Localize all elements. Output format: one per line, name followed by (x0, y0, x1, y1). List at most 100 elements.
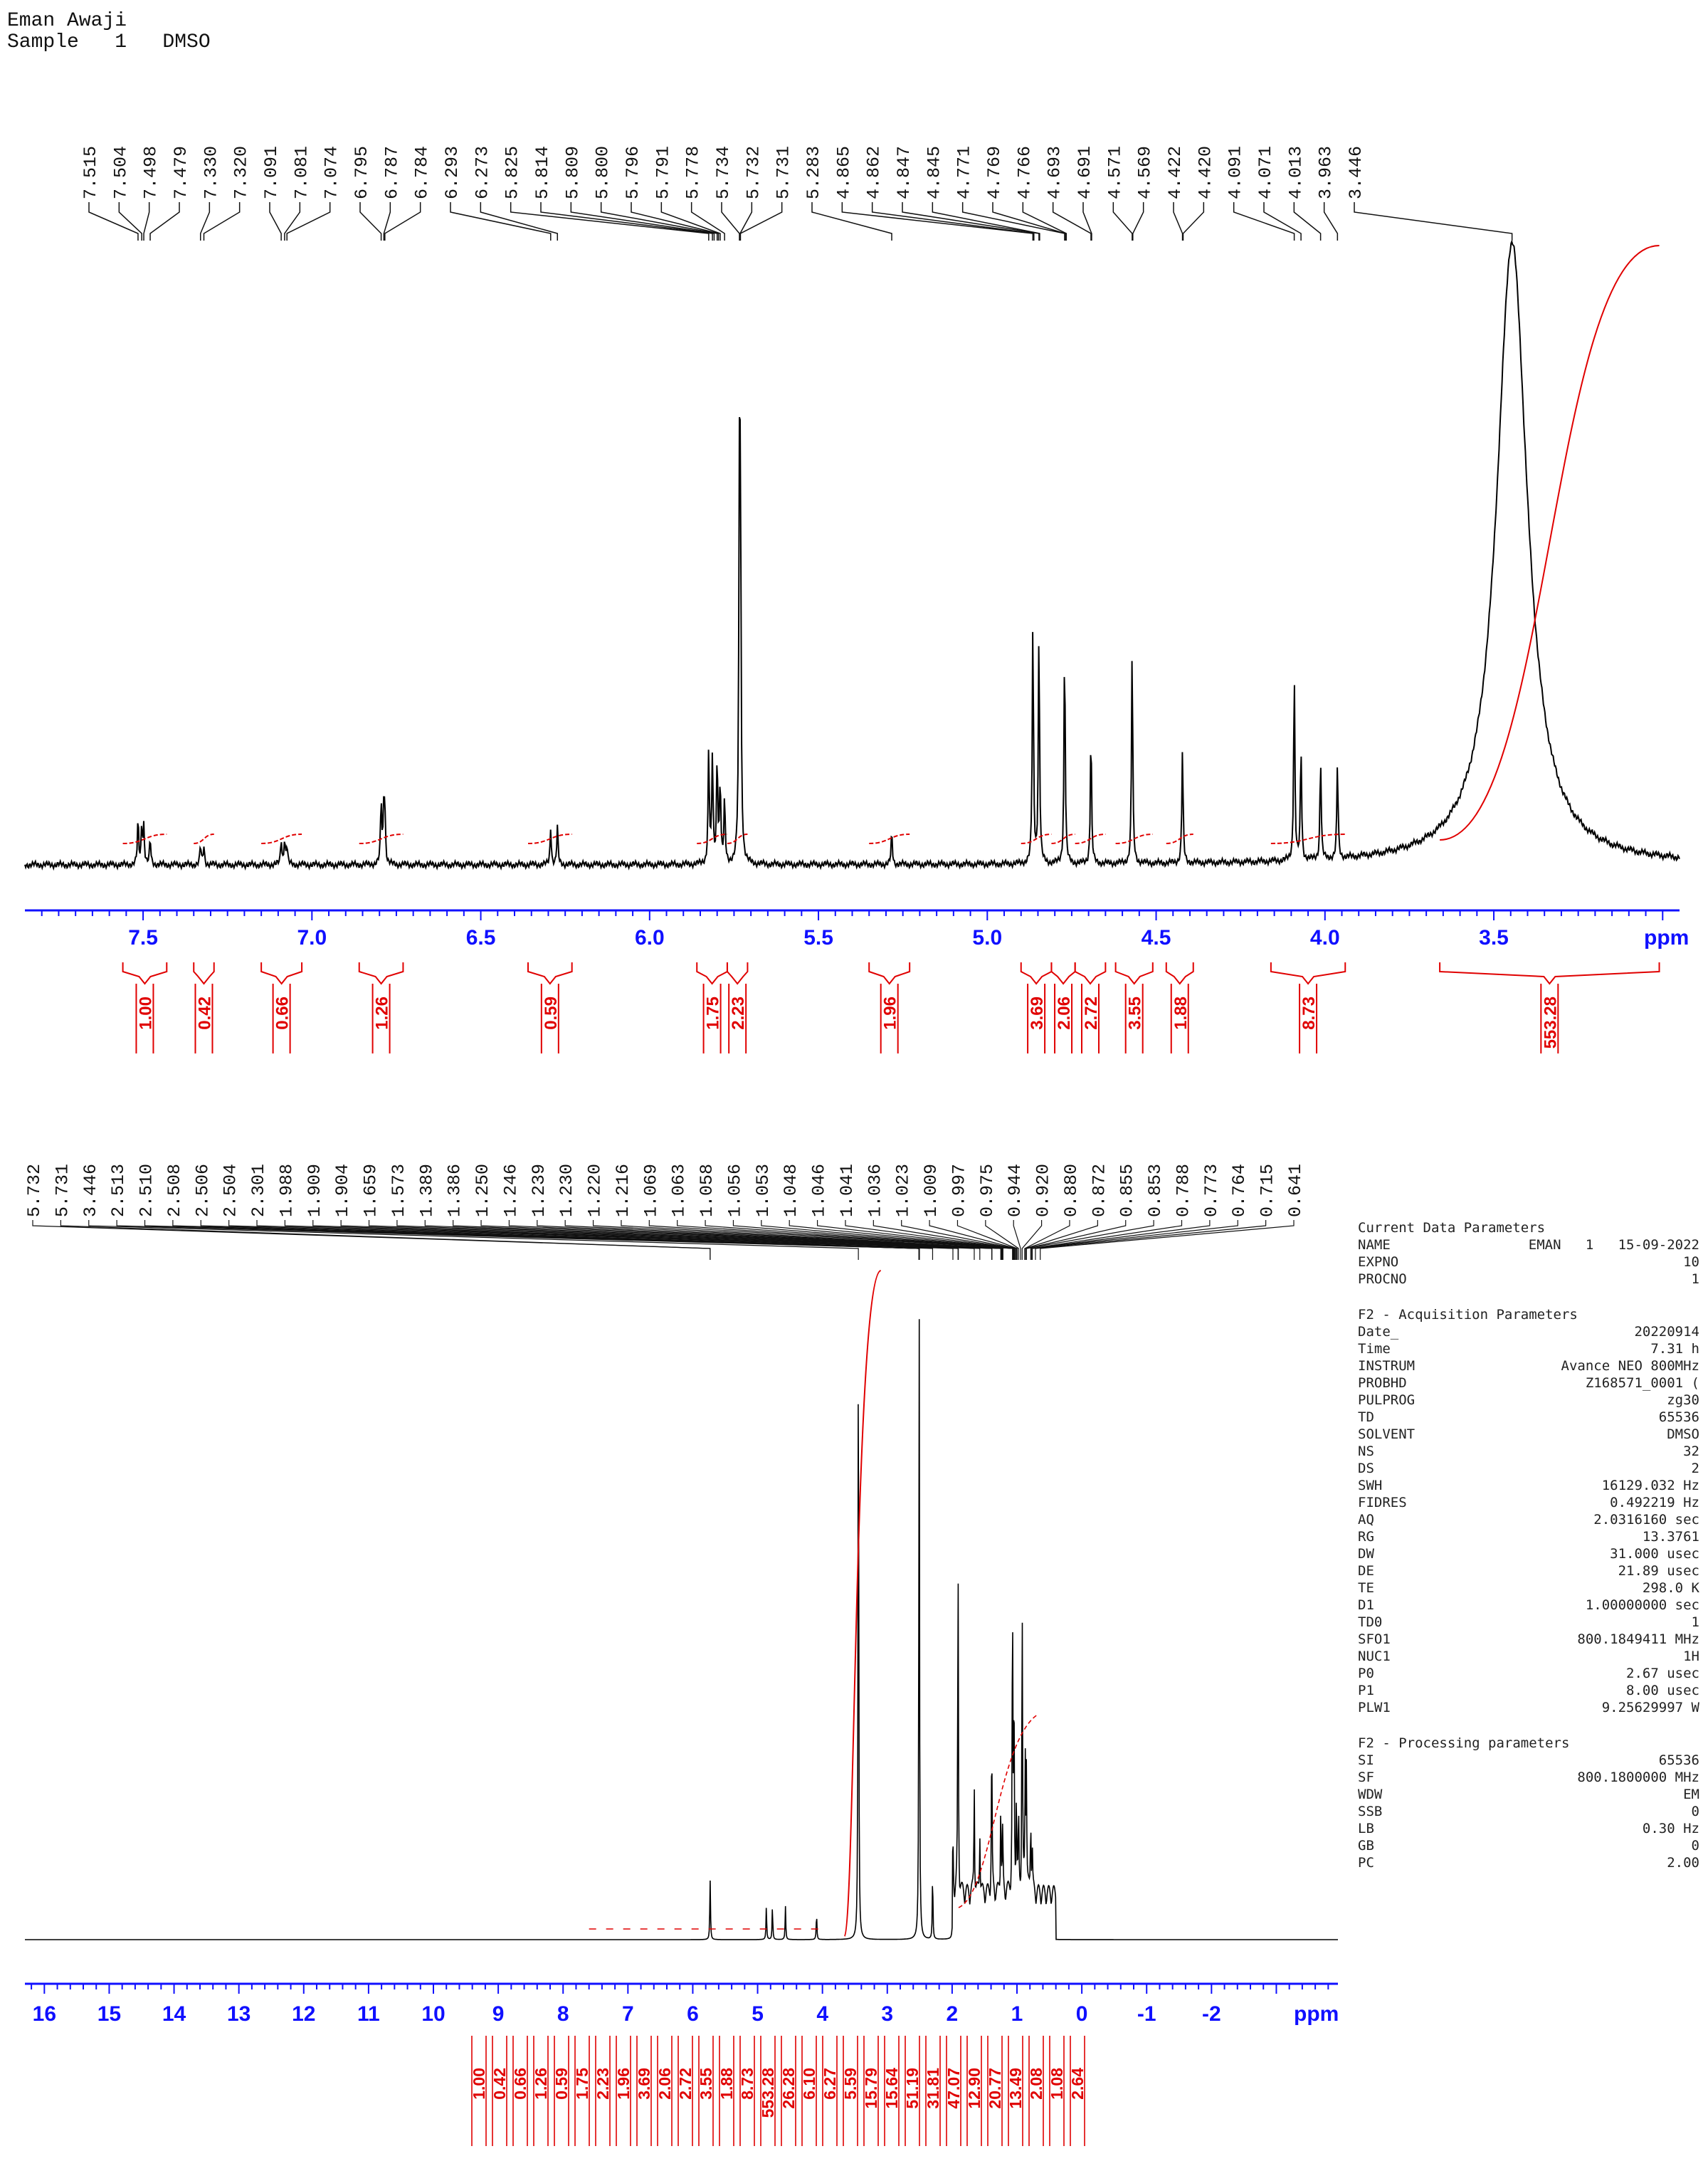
integral-value: 0.59 (542, 997, 561, 1030)
parameter-row: Time 7.31 h (1358, 1340, 1699, 1357)
x-tick-label: 4.5 (1142, 926, 1171, 950)
peak-label: 1.220 (585, 1164, 606, 1217)
peak-leader (203, 202, 241, 241)
peak-leader (1182, 202, 1205, 241)
peak-label: 7.330 (201, 146, 221, 199)
x-tick-label: 13 (227, 2002, 251, 2026)
integral-bracket (193, 962, 215, 985)
x-tick-label: 16 (33, 2002, 56, 2026)
peak-label: 5.791 (653, 146, 673, 199)
parameter-value: Avance NEO 800MHz (1561, 1358, 1699, 1374)
peak-label: 5.731 (774, 146, 794, 199)
peak-label: 5.814 (532, 146, 553, 199)
parameter-row: TD0 1 (1358, 1614, 1699, 1631)
peak-label: 0.641 (1285, 1164, 1306, 1217)
integral-value: 20.77 (986, 2068, 1004, 2109)
integral-curve (697, 834, 727, 844)
parameter-key: NAME (1358, 1237, 1391, 1253)
peak-label: 5.809 (562, 146, 583, 199)
integral-bracket (1114, 962, 1154, 985)
parameter-value: 800.1849411 MHz (1577, 1631, 1699, 1647)
peak-label: 0.944 (1005, 1164, 1026, 1217)
integral-bracket (122, 962, 168, 985)
integral-curve (958, 1715, 1037, 1908)
parameter-row: DE 21.89 usec (1358, 1562, 1699, 1579)
x-tick-label: 6.5 (466, 926, 496, 950)
peak-leader (1024, 1220, 1070, 1260)
parameter-key: LB (1358, 1821, 1374, 1836)
parameter-value: 10 (1683, 1254, 1699, 1270)
x-tick-label: 12 (292, 2002, 315, 2026)
parameter-key: DE (1358, 1563, 1374, 1579)
peak-label: 1.216 (613, 1164, 633, 1217)
peak-label: 4.845 (924, 146, 944, 199)
parameter-row: AQ 2.0316160 sec (1358, 1511, 1699, 1528)
integral-value: 2.23 (594, 2068, 612, 2100)
parameter-value: 0 (1691, 1804, 1699, 1819)
parameter-key: EXPNO (1358, 1254, 1399, 1270)
peak-label: 1.988 (276, 1164, 297, 1217)
peak-label: 4.771 (954, 146, 975, 199)
x-tick-label: 10 (421, 2002, 445, 2026)
peak-leader (1035, 1220, 1267, 1260)
peak-label: 2.513 (108, 1164, 129, 1217)
x-tick-label: -1 (1137, 2002, 1156, 2026)
parameter-row: SWH 16129.032 Hz (1358, 1477, 1699, 1494)
peak-label: 4.013 (1285, 146, 1306, 199)
parameter-row: PULPROG zg30 (1358, 1392, 1699, 1409)
peak-label: 5.778 (683, 146, 704, 199)
peak-leader (932, 202, 1040, 241)
integral-value: 1.88 (1171, 997, 1191, 1030)
peak-label: 4.571 (1105, 146, 1125, 199)
parameter-value: 298.0 K (1642, 1580, 1699, 1596)
peak-leader (901, 1220, 1016, 1260)
parameter-key: FIDRES (1358, 1495, 1407, 1510)
integral-value: 51.19 (903, 2068, 922, 2109)
peak-leader (902, 202, 1040, 241)
peak-leader (811, 202, 892, 241)
integral-value: 2.06 (1055, 997, 1074, 1030)
peak-leader (284, 202, 301, 241)
integral-curve (1051, 834, 1075, 844)
peak-label: 1.386 (445, 1164, 465, 1217)
parameter-row: D1 1.00000000 sec (1358, 1597, 1699, 1614)
parameter-key: WDW (1358, 1787, 1383, 1802)
peak-leader (383, 202, 391, 241)
peak-leader (564, 1220, 1003, 1260)
peak-label: 6.273 (472, 146, 492, 199)
parameter-key: SOLVENT (1358, 1426, 1416, 1442)
peak-leader (992, 202, 1066, 241)
peak-leader (1030, 1220, 1183, 1260)
integral-bracket (527, 962, 573, 985)
peak-leader (1263, 202, 1302, 241)
parameter-key: SI (1358, 1752, 1374, 1768)
peak-label: 2.301 (248, 1164, 269, 1217)
peak-leader (118, 202, 142, 241)
x-tick-label: 5.5 (803, 926, 833, 950)
peak-leader (1082, 202, 1092, 241)
peak-label: 4.422 (1165, 146, 1186, 199)
peak-leader (149, 202, 180, 241)
integral-value: 2.06 (655, 2068, 674, 2100)
parameter-value: 65536 (1658, 1409, 1699, 1425)
parameter-row: TD 65536 (1358, 1409, 1699, 1426)
integral-bracket (696, 962, 728, 985)
parameter-row: GB 0 (1358, 1837, 1699, 1854)
x-tick-label: 5 (752, 2002, 764, 2026)
integral-bracket (1074, 962, 1107, 985)
peak-label: 1.230 (557, 1164, 577, 1217)
integral-value: 1.75 (704, 997, 723, 1030)
peak-leader (88, 1220, 859, 1260)
integral-value: 1.00 (136, 997, 155, 1030)
integral-value: 6.10 (800, 2068, 818, 2100)
parameter-value: 1H (1683, 1649, 1699, 1664)
integral-value: 0.66 (273, 997, 292, 1030)
peak-label: 0.920 (1033, 1164, 1054, 1217)
peak-leader (739, 202, 753, 241)
peak-label: 1.246 (500, 1164, 521, 1217)
parameter-row: SOLVENT DMSO (1358, 1426, 1699, 1443)
parameter-row: INSTRUM Avance NEO 800MHz (1358, 1357, 1699, 1374)
peak-leader (540, 202, 713, 241)
integral-value: 3.69 (1028, 997, 1047, 1030)
peak-label: 5.732 (24, 1164, 45, 1217)
